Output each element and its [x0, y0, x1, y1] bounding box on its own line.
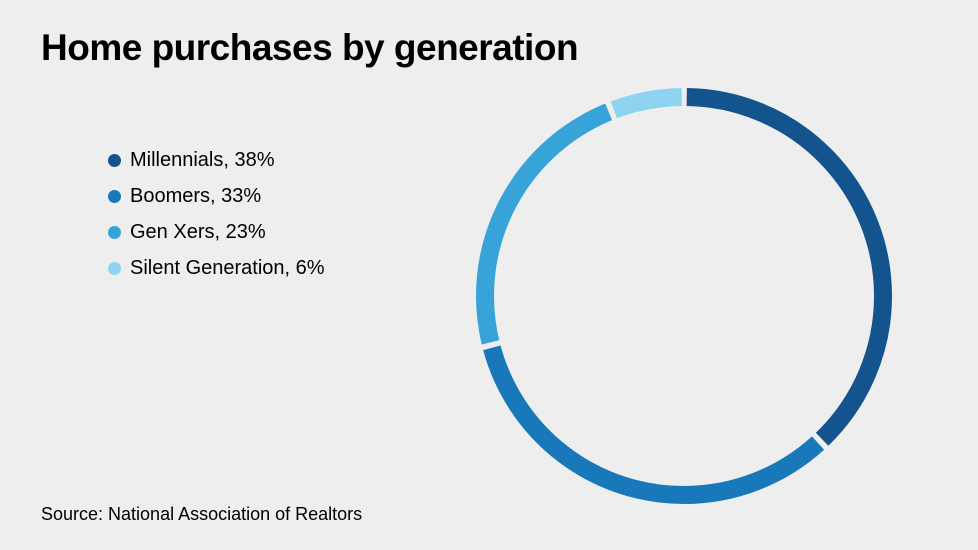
legend-label: Gen Xers, 23%	[130, 222, 266, 242]
legend-item: Millennials, 38%	[108, 142, 325, 178]
donut-chart	[476, 88, 892, 504]
legend-item: Boomers, 33%	[108, 178, 325, 214]
legend-label: Silent Generation, 6%	[130, 258, 325, 278]
chart-title: Home purchases by generation	[41, 27, 578, 69]
legend-item: Silent Generation, 6%	[108, 250, 325, 286]
legend-label: Millennials, 38%	[130, 150, 275, 170]
legend-label: Boomers, 33%	[130, 186, 261, 206]
legend-item: Gen Xers, 23%	[108, 214, 325, 250]
legend-dot-icon	[108, 226, 121, 239]
source-attribution: Source: National Association of Realtors	[41, 504, 362, 525]
page-root: Home purchases by generation Millennials…	[0, 0, 978, 550]
legend-dot-icon	[108, 262, 121, 275]
legend-dot-icon	[108, 190, 121, 203]
legend: Millennials, 38% Boomers, 33% Gen Xers, 23…	[108, 142, 325, 286]
legend-dot-icon	[108, 154, 121, 167]
